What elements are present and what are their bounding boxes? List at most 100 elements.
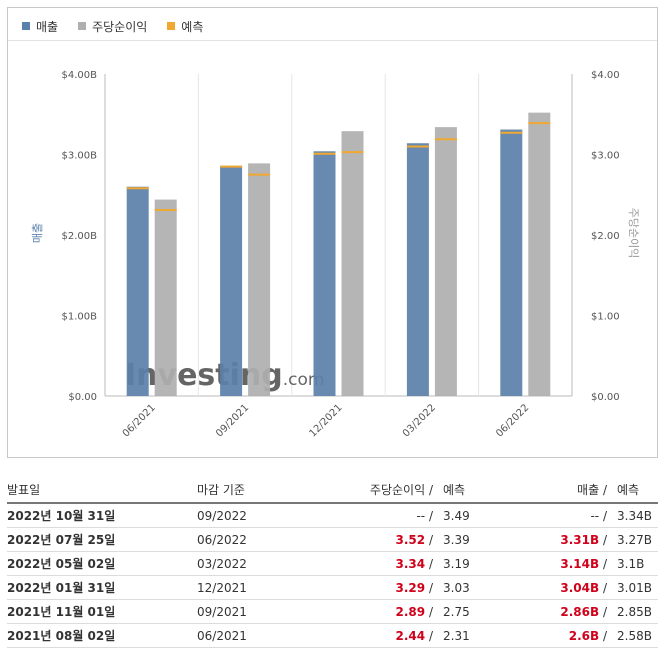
cell-eps-value: 2.89 — [395, 604, 426, 619]
table-row: 2022년 07월 25일 06/2022 3.52 / 3.39 3.31B … — [7, 527, 658, 552]
x-tick-label: 03/2022 — [401, 402, 438, 439]
earnings-table-body: 2022년 10월 31일 09/2022 -- / 3.49 -- / 3.3… — [7, 503, 658, 648]
table-row: 2022년 01월 31일 12/2021 3.29 / 3.03 3.04B … — [7, 575, 658, 600]
revenue-bar — [126, 186, 149, 396]
cell-eps: 3.52 / — [317, 527, 433, 552]
y-tick-label-left: $0.00 — [68, 392, 97, 403]
legend-item-forecast[interactable]: 예측 — [167, 18, 203, 35]
cell-revenue: 3.14B / — [513, 551, 607, 576]
cell-revenue-slash: / — [602, 628, 607, 643]
revenue-bar — [500, 129, 523, 397]
cell-eps-value: 2.44 — [395, 628, 426, 643]
table-row: 2021년 08월 02일 06/2021 2.44 / 2.31 2.6B /… — [7, 623, 658, 648]
cell-date: 2022년 07월 25일 — [7, 527, 197, 552]
y-tick-label-right: $3.00 — [591, 151, 620, 162]
cell-eps-slash: / — [428, 508, 433, 523]
cell-revenue-value: 2.86B — [560, 604, 600, 619]
cell-eps-slash: / — [428, 556, 433, 571]
header-revenue-slash: / — [602, 482, 607, 497]
y-tick-label-left: $1.00B — [62, 312, 98, 323]
cell-eps-forecast: 3.39 — [433, 527, 513, 552]
y-tick-label-left: $3.00B — [62, 151, 98, 162]
cell-date: 2022년 10월 31일 — [7, 503, 197, 528]
eps-bar — [528, 112, 551, 396]
header-eps-label: 주당순이익 — [369, 482, 426, 497]
cell-date: 2022년 01월 31일 — [7, 575, 197, 600]
legend-divider — [8, 40, 657, 41]
cell-revenue: 3.04B / — [513, 575, 607, 600]
cell-revenue: 3.31B / — [513, 527, 607, 552]
x-tick-label: 06/2021 — [121, 402, 158, 439]
cell-period: 06/2022 — [197, 527, 317, 552]
cell-date: 2021년 08월 02일 — [7, 623, 197, 648]
legend-label-eps: 주당순이익 — [92, 19, 148, 34]
cell-period: 09/2021 — [197, 599, 317, 624]
cell-eps-slash: / — [428, 628, 433, 643]
cell-eps-slash: / — [428, 580, 433, 595]
header-eps-forecast[interactable]: 예측 — [433, 476, 513, 504]
cell-eps-slash: / — [428, 604, 433, 619]
cell-revenue-forecast: 3.1B — [607, 551, 658, 576]
cell-eps: 3.34 / — [317, 551, 433, 576]
revenue-bar — [313, 151, 336, 396]
cell-period: 09/2022 — [197, 503, 317, 528]
cell-eps-slash: / — [428, 532, 433, 547]
cell-date: 2022년 05월 02일 — [7, 551, 197, 576]
y-tick-label-right: $1.00 — [591, 312, 620, 323]
table-row: 2022년 10월 31일 09/2022 -- / 3.49 -- / 3.3… — [7, 503, 658, 528]
table-header-row: 발표일 마감 기준 주당순이익 / 예측 매출 / 예측 — [7, 476, 658, 504]
y-tick-label-right: $4.00 — [591, 70, 620, 81]
y-tick-label-right: $2.00 — [591, 231, 620, 242]
cell-eps-value: 3.29 — [395, 580, 426, 595]
legend-swatch-eps — [78, 22, 87, 30]
cell-revenue-slash: / — [602, 532, 607, 547]
legend-label-forecast: 예측 — [181, 19, 204, 34]
y-axis-title-right: 주당순이익 — [627, 208, 640, 259]
legend-swatch-revenue — [22, 22, 30, 30]
header-eps[interactable]: 주당순이익 / — [317, 476, 433, 504]
cell-eps: -- / — [317, 503, 433, 528]
cell-revenue: 2.6B / — [513, 623, 607, 648]
y-tick-label-left: $4.00B — [62, 70, 98, 81]
cell-eps-value: -- — [416, 508, 426, 523]
cell-revenue-forecast: 3.27B — [607, 527, 658, 552]
revenue-bar — [406, 143, 429, 396]
cell-revenue-slash: / — [602, 508, 607, 523]
eps-bar — [154, 199, 177, 396]
cell-period: 03/2022 — [197, 551, 317, 576]
cell-revenue-forecast: 3.01B — [607, 575, 658, 600]
cell-revenue-value: 3.14B — [560, 556, 600, 571]
x-tick-label: 06/2022 — [494, 402, 531, 439]
cell-revenue-slash: / — [602, 580, 607, 595]
legend-swatch-forecast — [167, 22, 176, 30]
header-period[interactable]: 마감 기준 — [197, 476, 317, 504]
cell-period: 06/2021 — [197, 623, 317, 648]
header-revenue[interactable]: 매출 / — [513, 476, 607, 504]
y-axis-title-left: 매출 — [31, 223, 44, 243]
cell-eps-forecast: 2.75 — [433, 599, 513, 624]
cell-revenue-forecast: 2.85B — [607, 599, 658, 624]
header-revenue-forecast[interactable]: 예측 — [607, 476, 658, 504]
header-date[interactable]: 발표일 — [7, 476, 197, 504]
header-eps-slash: / — [428, 482, 433, 497]
cell-revenue-value: 2.6B — [568, 628, 600, 643]
cell-eps: 2.44 / — [317, 623, 433, 648]
cell-revenue: 2.86B / — [513, 599, 607, 624]
cell-revenue-slash: / — [602, 556, 607, 571]
eps-bar — [434, 127, 457, 396]
revenue-bar — [220, 165, 243, 396]
legend-item-revenue[interactable]: 매출 — [22, 18, 58, 35]
y-tick-label-left: $2.00B — [62, 231, 98, 242]
x-tick-label: 12/2021 — [307, 402, 344, 439]
cell-eps-forecast: 2.31 — [433, 623, 513, 648]
eps-bar — [248, 163, 271, 396]
cell-revenue-slash: / — [602, 604, 607, 619]
cell-revenue-value: 3.04B — [560, 580, 600, 595]
cell-revenue-forecast: 3.34B — [607, 503, 658, 528]
cell-eps: 3.29 / — [317, 575, 433, 600]
legend-item-eps[interactable]: 주당순이익 — [78, 18, 147, 35]
table-row: 2022년 05월 02일 03/2022 3.34 / 3.19 3.14B … — [7, 551, 658, 576]
table-row: 2021년 11월 01일 09/2021 2.89 / 2.75 2.86B … — [7, 599, 658, 624]
cell-revenue: -- / — [513, 503, 607, 528]
cell-eps-forecast: 3.49 — [433, 503, 513, 528]
